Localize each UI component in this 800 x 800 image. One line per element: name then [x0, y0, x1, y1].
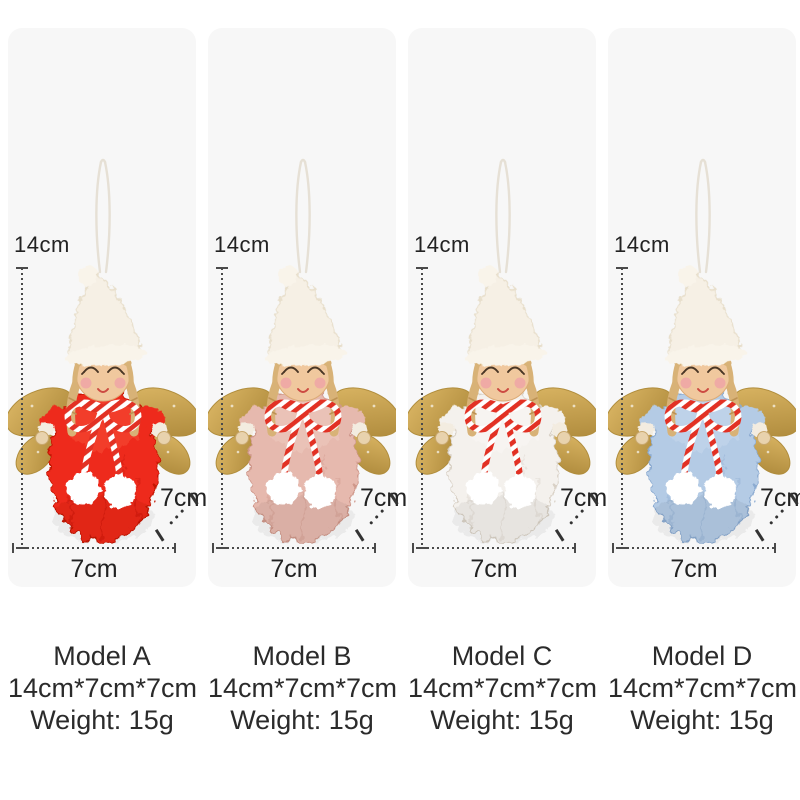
product-comparison-row: 14cm 7cm 7cm Model A 14cm*7cm*7cm Weight… [8, 28, 800, 736]
width-dimension-label: 7cm [270, 555, 318, 583]
product-card-model-a: 14cm 7cm 7cm Model A 14cm*7cm*7cm Weight… [8, 28, 207, 736]
model-weight: Weight: 15g [630, 705, 774, 735]
model-weight: Weight: 15g [230, 705, 374, 735]
width-dimension-label: 7cm [70, 555, 118, 583]
product-caption: Model A 14cm*7cm*7cm Weight: 15g [8, 640, 198, 736]
product-caption: Model D 14cm*7cm*7cm Weight: 15g [608, 640, 798, 736]
product-card-model-b: 14cm 7cm 7cm Model B 14cm*7cm*7cm Weight… [208, 28, 407, 736]
model-size: 14cm*7cm*7cm [208, 673, 398, 703]
height-dimension-line [416, 267, 428, 549]
product-photo-panel: 14cm 7cm 7cm [608, 28, 800, 587]
height-dimension-line [16, 267, 28, 549]
depth-dimension-label: 7cm [560, 484, 608, 512]
product-caption: Model B 14cm*7cm*7cm Weight: 15g [208, 640, 398, 736]
width-dimension-line [212, 543, 376, 553]
product-caption: Model C 14cm*7cm*7cm Weight: 15g [408, 640, 598, 736]
height-dimension-label: 14cm [14, 232, 70, 257]
model-size: 14cm*7cm*7cm [8, 673, 198, 703]
height-dimension-label: 14cm [214, 232, 270, 257]
height-dimension-label: 14cm [614, 232, 670, 257]
width-dimension-line [612, 543, 776, 553]
product-photo-panel: 14cm 7cm 7cm [408, 28, 607, 587]
product-photo-panel: 14cm 7cm 7cm [8, 28, 207, 587]
model-weight: Weight: 15g [430, 705, 574, 735]
product-card-model-d: 14cm 7cm 7cm Model D 14cm*7cm*7cm Weight… [608, 28, 800, 736]
height-dimension-line [616, 267, 628, 549]
depth-dimension-label: 7cm [360, 484, 408, 512]
depth-dimension-label: 7cm [160, 484, 208, 512]
model-size: 14cm*7cm*7cm [408, 673, 598, 703]
model-weight: Weight: 15g [30, 705, 174, 735]
model-name: Model C [451, 641, 553, 671]
product-photo-panel: 14cm 7cm 7cm [208, 28, 407, 587]
width-dimension-line [412, 543, 576, 553]
width-dimension-label: 7cm [670, 555, 718, 583]
model-size: 14cm*7cm*7cm [608, 673, 798, 703]
width-dimension-label: 7cm [470, 555, 518, 583]
model-name: Model B [252, 641, 352, 671]
product-card-model-c: 14cm 7cm 7cm Model C 14cm*7cm*7cm Weight… [408, 28, 607, 736]
model-name: Model D [651, 641, 753, 671]
height-dimension-label: 14cm [414, 232, 470, 257]
height-dimension-line [216, 267, 228, 549]
model-name: Model A [53, 641, 151, 671]
width-dimension-line [12, 543, 176, 553]
